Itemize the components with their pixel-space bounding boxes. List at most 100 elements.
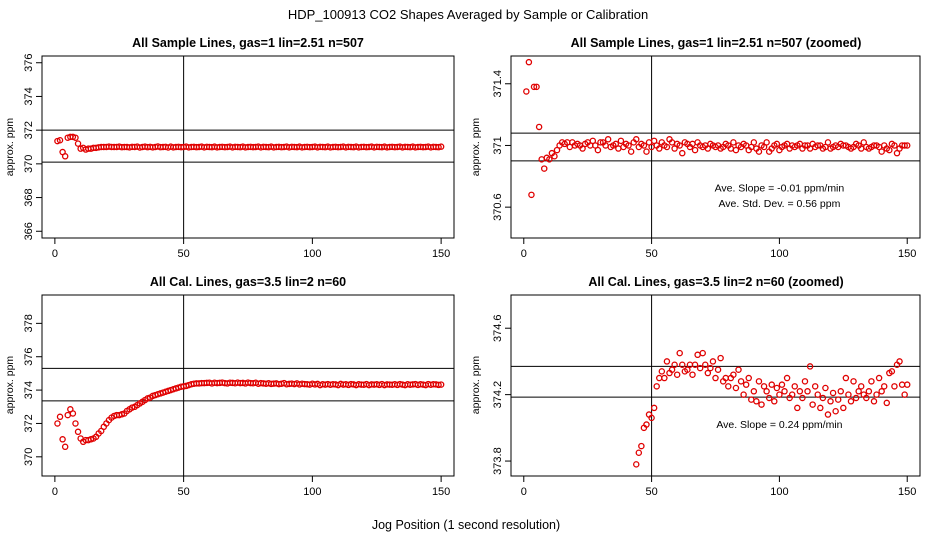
data-point bbox=[891, 383, 898, 390]
panel-sample-lines-zoomed: All Sample Lines, gas=1 lin=2.51 n=507 (… bbox=[470, 36, 921, 260]
data-point bbox=[875, 374, 883, 382]
data-point bbox=[765, 394, 773, 402]
x-tick-label: 100 bbox=[303, 248, 321, 260]
data-point bbox=[763, 388, 770, 395]
data-point bbox=[617, 137, 625, 145]
data-point bbox=[676, 142, 683, 149]
plot-frame bbox=[510, 294, 921, 477]
y-tick-label: 374.6 bbox=[492, 314, 504, 342]
axis-ticks: 0 50 100 150 370.6 371 371.4 bbox=[492, 70, 916, 260]
data-point bbox=[855, 388, 862, 395]
data-point bbox=[870, 398, 878, 405]
data-point bbox=[694, 351, 701, 359]
data-point bbox=[750, 139, 758, 146]
x-tick-label: 50 bbox=[178, 248, 190, 260]
data-point bbox=[829, 389, 837, 397]
data-point bbox=[74, 428, 82, 436]
y-tick-label: 376 bbox=[23, 54, 35, 72]
data-point bbox=[717, 354, 724, 362]
data-point bbox=[658, 368, 666, 375]
x-tick-label: 50 bbox=[645, 486, 657, 498]
data-point bbox=[788, 391, 796, 398]
x-tick-label: 150 bbox=[432, 248, 450, 260]
data-point bbox=[896, 358, 903, 365]
data-point bbox=[837, 388, 845, 395]
data-points bbox=[54, 133, 445, 160]
y-tick-label: 368 bbox=[23, 188, 35, 206]
data-point bbox=[773, 140, 781, 148]
data-point bbox=[64, 411, 72, 419]
data-point bbox=[827, 398, 834, 405]
data-point bbox=[796, 388, 804, 395]
plot-frame bbox=[41, 294, 455, 477]
y-tick-label: 371.4 bbox=[492, 70, 504, 98]
data-point bbox=[794, 404, 801, 412]
y-axis-label: approx. ppm bbox=[4, 118, 16, 177]
data-point bbox=[625, 142, 632, 149]
data-point bbox=[878, 148, 885, 155]
data-point bbox=[650, 137, 658, 145]
panel-cal-lines-zoomed: All Cal. Lines, gas=3.5 lin=2 n=60 (zoom… bbox=[470, 275, 921, 498]
data-points bbox=[633, 349, 911, 468]
data-point bbox=[523, 88, 530, 95]
data-point bbox=[901, 391, 908, 398]
data-point bbox=[891, 142, 898, 149]
data-point bbox=[868, 378, 875, 385]
data-point bbox=[791, 383, 798, 390]
data-point bbox=[435, 143, 442, 151]
data-point bbox=[712, 374, 719, 382]
x-tick-label: 50 bbox=[178, 486, 190, 498]
x-tick-label: 50 bbox=[645, 248, 657, 260]
data-point bbox=[824, 139, 832, 146]
data-point bbox=[763, 139, 770, 146]
y-tick-label: 376 bbox=[23, 348, 35, 366]
data-point bbox=[809, 401, 816, 408]
data-point bbox=[814, 142, 822, 149]
data-point bbox=[742, 381, 750, 388]
data-point bbox=[546, 156, 553, 163]
data-point bbox=[811, 383, 819, 390]
data-point bbox=[684, 366, 691, 373]
data-point bbox=[530, 83, 538, 91]
panel-title: All Cal. Lines, gas=3.5 lin=2 n=60 (zoom… bbox=[588, 275, 843, 289]
data-point bbox=[725, 383, 732, 390]
data-point bbox=[663, 143, 671, 151]
data-point bbox=[755, 148, 763, 155]
data-point bbox=[799, 394, 806, 402]
data-point bbox=[696, 364, 704, 372]
data-point bbox=[755, 378, 763, 385]
data-point bbox=[783, 374, 791, 382]
y-tick-label: 370.6 bbox=[492, 193, 504, 221]
y-tick-label: 370 bbox=[23, 448, 35, 466]
data-point bbox=[615, 145, 622, 152]
x-tick-label: 0 bbox=[521, 486, 527, 498]
data-point bbox=[893, 149, 901, 157]
data-point bbox=[714, 366, 722, 373]
data-point bbox=[72, 420, 79, 427]
y-tick-label: 372 bbox=[23, 414, 35, 432]
data-point bbox=[638, 442, 645, 450]
data-point bbox=[679, 361, 686, 368]
y-tick-label: 371 bbox=[492, 136, 504, 154]
data-point bbox=[592, 142, 599, 149]
data-point bbox=[817, 404, 824, 412]
data-point bbox=[824, 411, 832, 418]
data-point bbox=[730, 139, 737, 146]
data-point bbox=[704, 145, 712, 152]
axis-ticks: 0 50 100 150 373.8 374.2 374.6 bbox=[492, 314, 916, 498]
annotations: Ave. Slope = -0.01 ppm/min Ave. Std. Dev.… bbox=[715, 183, 845, 210]
data-point bbox=[597, 139, 604, 146]
x-tick-label: 0 bbox=[521, 248, 527, 260]
data-point bbox=[883, 399, 891, 407]
data-point bbox=[758, 401, 765, 408]
data-point bbox=[806, 363, 814, 370]
data-point bbox=[863, 394, 870, 402]
data-point bbox=[61, 153, 69, 160]
reference-lines bbox=[511, 295, 920, 476]
data-point bbox=[633, 461, 640, 468]
data-point bbox=[650, 404, 658, 412]
data-point bbox=[535, 123, 543, 131]
reference-lines bbox=[511, 56, 920, 238]
data-point bbox=[691, 146, 699, 154]
